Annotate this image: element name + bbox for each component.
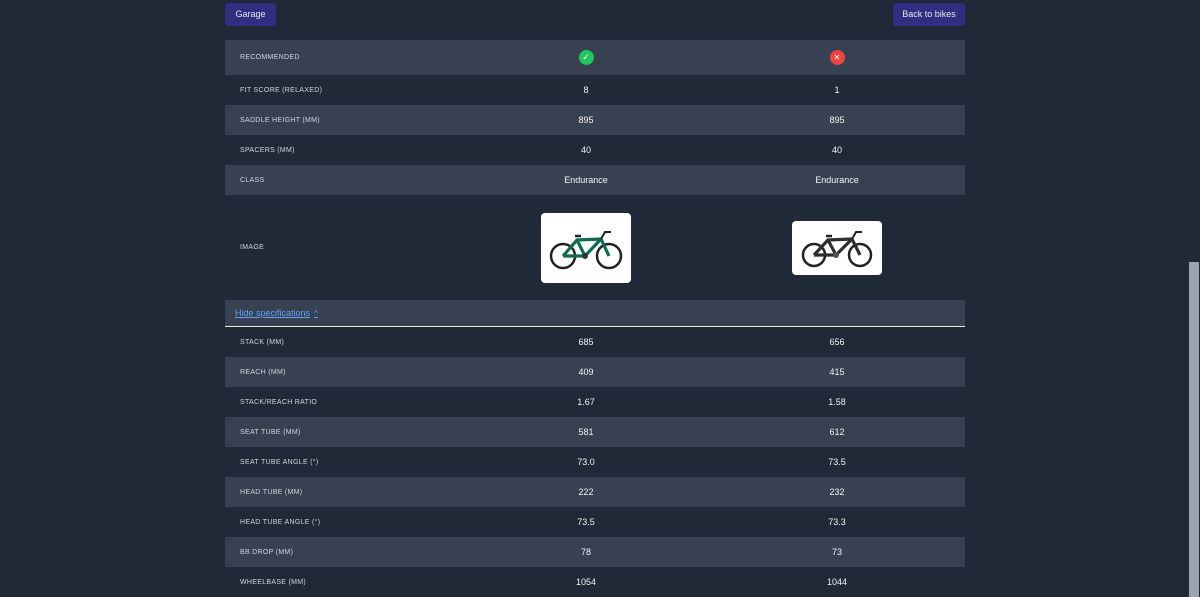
value-bike-1: 40: [580, 145, 591, 155]
value-bike-1: 685: [578, 337, 594, 347]
row-image: Image: [225, 195, 965, 300]
value-bike-1: 78: [580, 547, 591, 557]
row-head-tube: Head tube (mm) 222 232: [225, 477, 965, 507]
garage-button[interactable]: Garage: [225, 3, 276, 26]
hide-specifications-link[interactable]: Hide specifications ^: [235, 300, 318, 326]
value-bike-2: 656: [829, 337, 845, 347]
row-seat-tube: Seat tube (mm) 581 612: [225, 417, 965, 447]
comparison-table: Recommended ✓ ✕ Fit score (relaxed) 8 1 …: [225, 40, 965, 597]
row-label: Head tube angle (°): [240, 518, 321, 526]
row-stack-reach-ratio: Stack/Reach ratio 1.67 1.58: [225, 387, 965, 417]
row-label: Image: [240, 244, 265, 251]
value-bike-2: 1044: [826, 577, 848, 587]
row-label: Recommended: [240, 54, 300, 61]
value-bike-1: 222: [578, 487, 594, 497]
row-class: Class Endurance Endurance: [225, 165, 965, 195]
row-label: Stack/Reach ratio: [240, 398, 318, 406]
value-bike-2: 73: [831, 547, 842, 557]
row-label: Stack (mm): [240, 338, 285, 346]
value-bike-2: Endurance: [815, 175, 859, 185]
row-fit-score: Fit score (relaxed) 8 1: [225, 75, 965, 105]
value-bike-2: 1.58: [828, 397, 846, 407]
row-bb-drop: BB drop (mm) 78 73: [225, 537, 965, 567]
row-head-tube-angle: Head tube angle (°) 73.5 73.3: [225, 507, 965, 537]
value-bike-2: 612: [829, 427, 845, 437]
row-recommended: Recommended ✓ ✕: [225, 40, 965, 75]
value-bike-1: 8: [583, 85, 589, 95]
comparison-page: Garage Back to bikes Recommended ✓ ✕ Fit…: [225, 0, 965, 597]
specs-toggle-row: Hide specifications ^: [225, 300, 965, 327]
scrollbar-thumb[interactable]: [1189, 262, 1199, 597]
bike-2-image[interactable]: [792, 220, 882, 275]
row-label: Class: [240, 176, 265, 184]
row-label: Wheelbase (mm): [240, 578, 307, 586]
value-bike-1: 409: [578, 367, 594, 377]
value-bike-2: 1: [834, 85, 840, 95]
row-seat-tube-angle: Seat tube angle (°) 73.0 73.5: [225, 447, 965, 477]
value-bike-2: 40: [831, 145, 842, 155]
row-label: Fit score (relaxed): [240, 86, 323, 94]
value-bike-2: 895: [829, 115, 845, 125]
row-wheelbase: Wheelbase (mm) 1054 1044: [225, 567, 965, 597]
value-bike-1: 895: [578, 115, 594, 125]
row-spacers: Spacers (mm) 40 40: [225, 135, 965, 165]
bike-1-image[interactable]: [541, 212, 631, 283]
check-icon: ✓: [578, 50, 594, 65]
value-bike-2: 73.3: [828, 517, 846, 527]
row-label: Saddle height (mm): [240, 116, 320, 124]
row-label: Reach (mm): [240, 368, 286, 376]
row-label: Seat tube angle (°): [240, 458, 319, 466]
value-bike-2: 73.5: [828, 457, 846, 467]
row-label: Seat tube (mm): [240, 428, 301, 436]
chevron-up-icon: ^: [314, 308, 318, 318]
x-icon: ✕: [829, 50, 845, 65]
value-bike-2: 232: [829, 487, 845, 497]
value-bike-2: 415: [829, 367, 845, 377]
row-stack: Stack (mm) 685 656: [225, 327, 965, 357]
value-bike-1: 73.5: [577, 517, 595, 527]
value-bike-1: 581: [578, 427, 594, 437]
row-label: BB drop (mm): [240, 548, 294, 556]
row-reach: Reach (mm) 409 415: [225, 357, 965, 387]
row-label: Spacers (mm): [240, 146, 295, 154]
value-bike-1: 1054: [575, 577, 597, 587]
back-to-bikes-button[interactable]: Back to bikes: [893, 3, 965, 26]
value-bike-1: 1.67: [577, 397, 595, 407]
page-scrollbar[interactable]: [1188, 0, 1200, 597]
value-bike-1: 73.0: [577, 457, 595, 467]
row-saddle-height: Saddle height (mm) 895 895: [225, 105, 965, 135]
value-bike-1: Endurance: [564, 175, 608, 185]
row-label: Head tube (mm): [240, 488, 303, 496]
hide-specifications-label: Hide specifications: [235, 308, 311, 318]
